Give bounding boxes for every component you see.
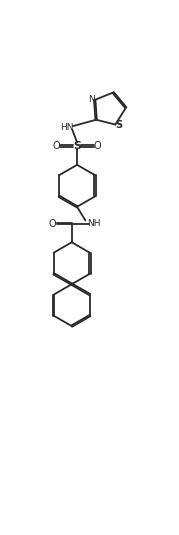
Text: N: N xyxy=(88,95,95,104)
Text: S: S xyxy=(116,119,123,129)
Text: NH: NH xyxy=(87,219,100,228)
Text: O: O xyxy=(94,141,101,151)
Text: HN: HN xyxy=(60,123,73,132)
Text: O: O xyxy=(53,141,61,151)
Text: O: O xyxy=(48,219,56,228)
Text: S: S xyxy=(73,141,81,151)
